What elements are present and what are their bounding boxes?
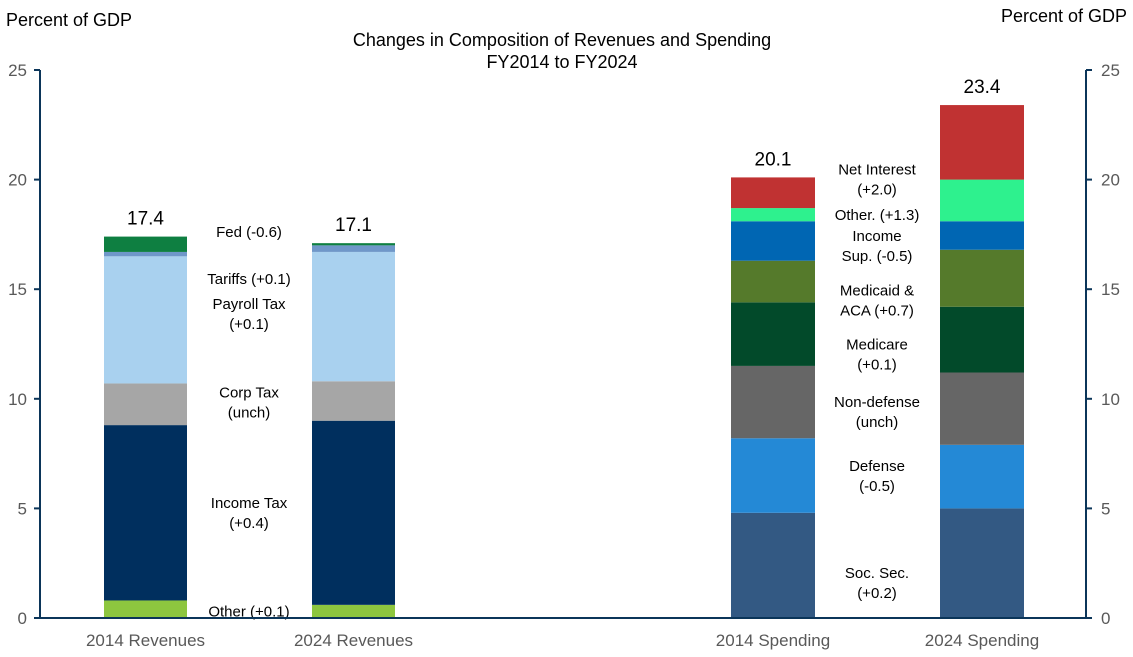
chart-subtitle: FY2014 to FY2024	[486, 52, 637, 72]
segment-label-spending-3: Medicare (+0.1)	[846, 336, 908, 373]
segment-labels: Other (+0.1) Income Tax (+0.4) Corp Tax (unc…	[207, 162, 920, 621]
chart-title: Changes in Composition of Revenues and S…	[353, 30, 771, 50]
bar-segment-revenues-0-2	[104, 383, 187, 426]
bar-segment-revenues-1-0	[312, 604, 395, 618]
right-axis-label: Percent of GDP	[1001, 6, 1127, 26]
segment-label-revenues-5: Fed (-0.6)	[216, 224, 282, 241]
total-label-spending-1: 23.4	[964, 77, 1001, 98]
bars: 17.4 17.1 20.1 23.4	[104, 77, 1024, 618]
category-label-spending-1: 2024 Spending	[925, 631, 1039, 650]
bar-segment-spending-1-1	[940, 444, 1024, 509]
category-label-revenues-1: 2024 Revenues	[294, 631, 413, 650]
bar-segment-revenues-0-0	[104, 600, 187, 618]
segment-label-spending-7: Net Interest (+2.0)	[838, 162, 916, 199]
segment-label-spending-2: Non-defense (unch)	[834, 394, 920, 431]
left-tick-label-3: 15	[8, 280, 27, 299]
bar-segment-spending-0-2	[731, 365, 815, 439]
segment-label-spending-5: Income Sup. (-0.5)	[842, 228, 913, 265]
bar-segment-revenues-0-3	[104, 256, 187, 384]
left-tick-label-1: 5	[18, 499, 27, 518]
right-tick-label-2: 10	[1101, 390, 1120, 409]
segment-label-spending-4: Medicaid & ACA (+0.7)	[840, 283, 914, 320]
segment-label-spending-1: Defense (-0.5)	[849, 458, 905, 495]
category-label-spending-0: 2014 Spending	[716, 631, 830, 650]
bar-segment-revenues-0-4	[104, 251, 187, 257]
bar-segment-spending-0-6	[731, 208, 815, 222]
segment-label-revenues-0: Other (+0.1)	[208, 603, 289, 620]
axes: 2014 Revenues 2024 Revenues 2014 Spending 2…	[8, 61, 1120, 650]
bar-segment-spending-0-5	[731, 221, 815, 261]
bar-segment-revenues-1-1	[312, 420, 395, 605]
left-tick-label-5: 25	[8, 61, 27, 80]
bar-segment-spending-0-0	[731, 512, 815, 618]
bar-segment-spending-1-5	[940, 221, 1024, 250]
right-tick-label-4: 20	[1101, 171, 1120, 190]
bar-segment-spending-1-2	[940, 372, 1024, 445]
segment-label-revenues-1: Income Tax (+0.4)	[211, 495, 288, 532]
segment-label-revenues-4: Tariffs (+0.1)	[207, 271, 291, 288]
left-tick-label-2: 10	[8, 390, 27, 409]
bar-segment-spending-0-7	[731, 177, 815, 209]
right-tick-label-3: 15	[1101, 280, 1120, 299]
bar-segment-spending-1-6	[940, 179, 1024, 222]
bar-segment-spending-0-1	[731, 438, 815, 513]
segment-label-revenues-3: Payroll Tax (+0.1)	[212, 296, 286, 333]
total-label-revenues-1: 17.1	[335, 215, 372, 236]
bar-segment-spending-0-3	[731, 302, 815, 366]
bar-segment-revenues-1-4	[312, 245, 395, 252]
right-tick-label-0: 0	[1101, 609, 1110, 628]
bar-segment-spending-1-3	[940, 306, 1024, 373]
category-label-revenues-0: 2014 Revenues	[86, 631, 205, 650]
bar-segment-spending-0-4	[731, 260, 815, 303]
total-label-revenues-0: 17.4	[127, 209, 164, 230]
bar-segment-spending-1-4	[940, 249, 1024, 307]
bar-segment-revenues-1-5	[312, 243, 395, 246]
bar-segment-revenues-0-5	[104, 236, 187, 252]
segment-label-spending-0: Soc. Sec. (+0.2)	[845, 565, 909, 602]
right-tick-label-5: 25	[1101, 61, 1120, 80]
total-label-spending-0: 20.1	[755, 149, 792, 170]
bar-segment-revenues-0-1	[104, 425, 187, 601]
right-tick-label-1: 5	[1101, 499, 1110, 518]
bar-segment-revenues-1-2	[312, 381, 395, 421]
bar-segment-spending-1-0	[940, 508, 1024, 618]
segment-label-revenues-2: Corp Tax (unch)	[219, 385, 279, 422]
segment-label-spending-6: Other. (+1.3)	[835, 207, 920, 224]
bar-segment-spending-1-7	[940, 105, 1024, 180]
left-tick-label-4: 20	[8, 171, 27, 190]
left-tick-label-0: 0	[18, 609, 27, 628]
left-axis-label: Percent of GDP	[6, 10, 132, 30]
bar-segment-revenues-1-3	[312, 251, 395, 382]
